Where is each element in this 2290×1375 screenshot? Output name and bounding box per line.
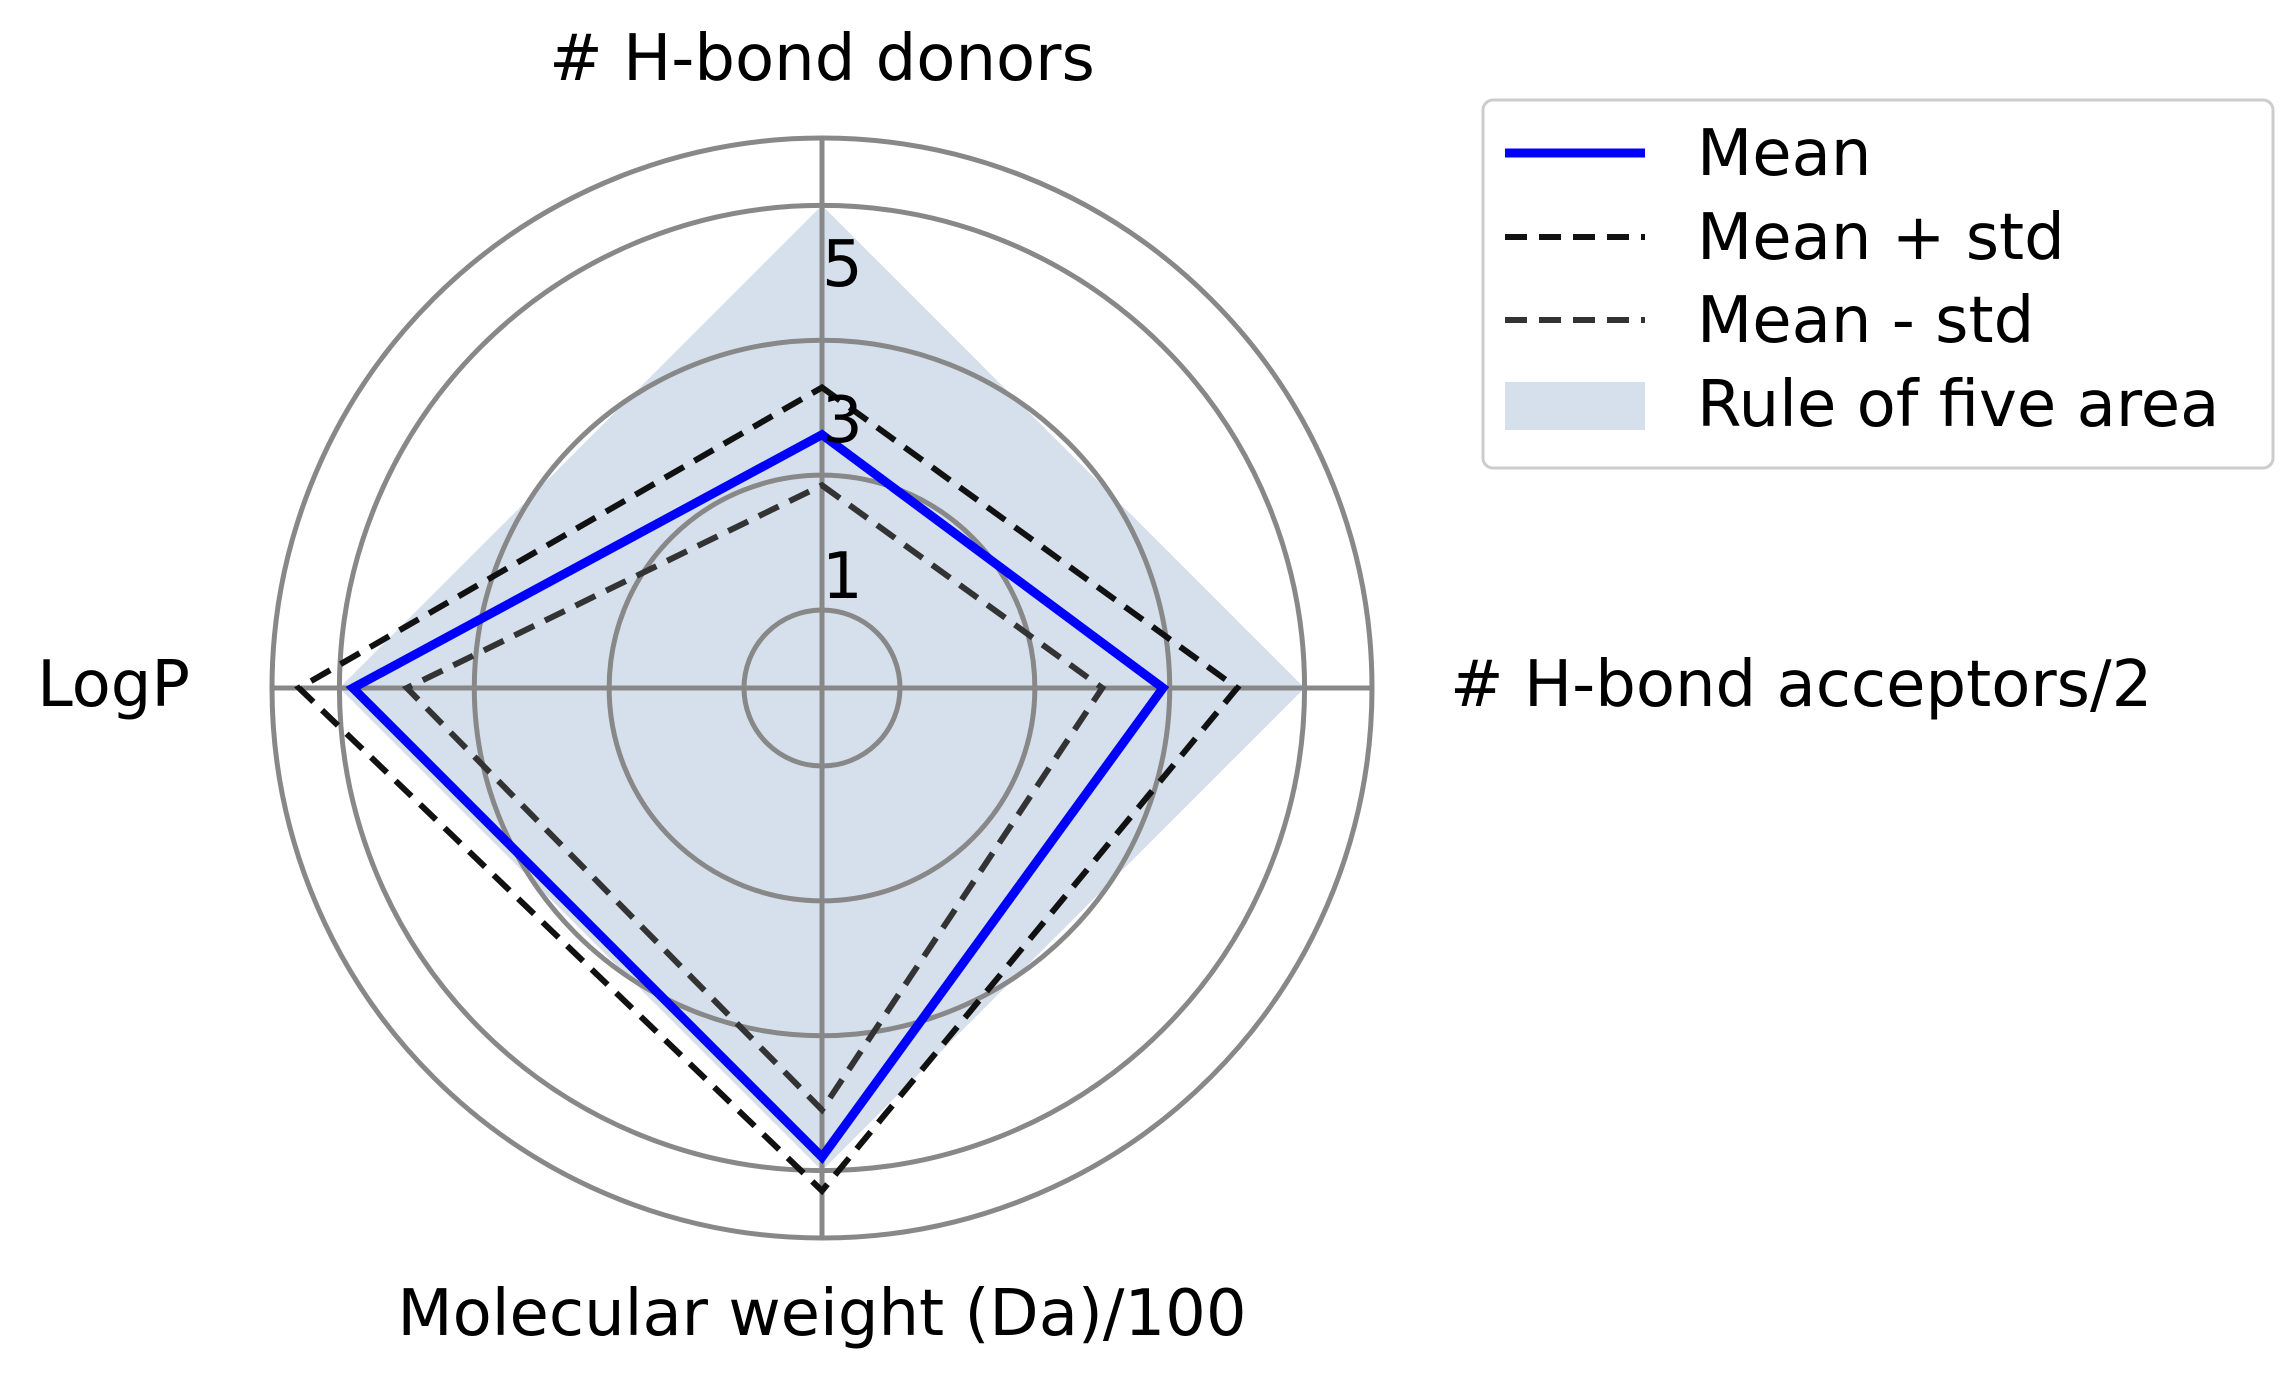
legend-box [1481, 98, 2275, 470]
legend-label-mean-plus-std: Mean + std [1697, 201, 2065, 275]
axis-label-molecular-weight: Molecular weight (Da)/100 [397, 1277, 1246, 1351]
legend: Mean Mean + std Mean - std Rule of five … [1481, 98, 2275, 470]
series-line-mean-std [401, 481, 1107, 1115]
legend-label-mean-minus-std: Mean - std [1697, 284, 2034, 358]
series-layer [294, 383, 1242, 1196]
series-line-mean-std [294, 383, 1242, 1196]
axis-label-logp: LogP [37, 648, 190, 722]
legend-label-mean: Mean [1697, 117, 1871, 191]
radial-tick-label-3: 3 [822, 384, 863, 458]
legend-swatch-rule-of-five [1505, 382, 1645, 430]
series-line-mean [345, 429, 1170, 1164]
axis-label-hbond-acceptors: # H-bond acceptors/2 [1450, 648, 2152, 722]
axis-label-hbond-donors: # H-bond donors [549, 22, 1095, 96]
radial-tick-label-1: 1 [822, 540, 863, 614]
radial-tick-label-5: 5 [822, 228, 863, 302]
legend-label-rule-of-five: Rule of five area [1697, 368, 2219, 442]
radar-grid [269, 135, 1375, 1241]
